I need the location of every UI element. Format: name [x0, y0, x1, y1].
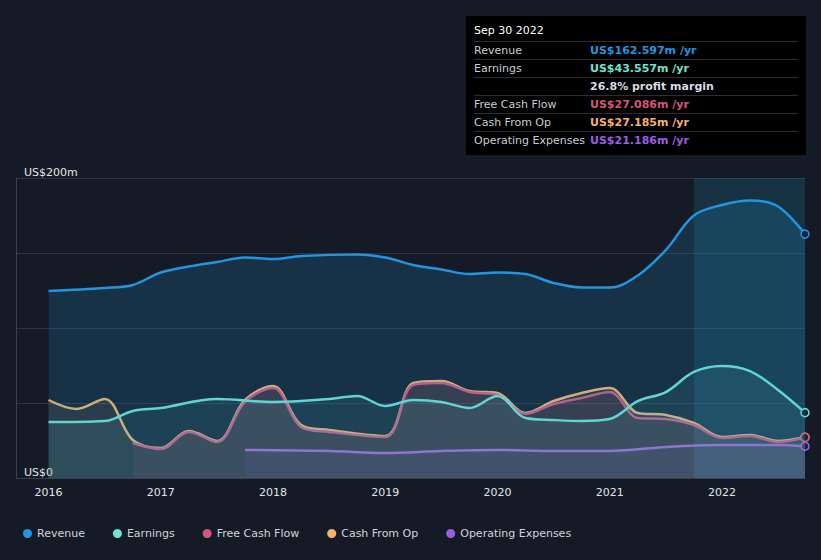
- html-text:Revenue: Revenue: [474, 44, 522, 57]
- svg-text:Revenue: Revenue: [37, 527, 85, 540]
- html-text:26.8% profit margin: 26.8% profit margin: [590, 80, 714, 93]
- svg-text:Operating Expenses: Operating Expenses: [460, 527, 571, 540]
- svg-text:2019: 2019: [371, 486, 399, 499]
- svg-text:US$0: US$0: [24, 466, 53, 479]
- svg-text:2017: 2017: [147, 486, 175, 499]
- svg-text:2022: 2022: [708, 486, 736, 499]
- html-text:Operating Expenses: Operating Expenses: [474, 134, 585, 147]
- html-text:US$162.597m /yr: US$162.597m /yr: [590, 44, 697, 57]
- svg-text:2018: 2018: [259, 486, 287, 499]
- html-text:Cash From Op: Cash From Op: [474, 116, 551, 129]
- html-text:US$27.185m /yr: US$27.185m /yr: [590, 116, 689, 129]
- html-text:Sep 30 2022: Sep 30 2022: [474, 24, 544, 37]
- html-text:US$27.086m /yr: US$27.086m /yr: [590, 98, 689, 111]
- html-text:US$21.186m /yr: US$21.186m /yr: [590, 134, 689, 147]
- svg-text:Cash From Op: Cash From Op: [341, 527, 418, 540]
- svg-text:2021: 2021: [596, 486, 624, 499]
- svg-text:2020: 2020: [483, 486, 511, 499]
- svg-text:Earnings: Earnings: [127, 527, 175, 540]
- html-text:Free Cash Flow: Free Cash Flow: [474, 98, 557, 111]
- html-text:Earnings: Earnings: [474, 62, 522, 75]
- html-text:US$43.557m /yr: US$43.557m /yr: [590, 62, 689, 75]
- svg-text:2016: 2016: [35, 486, 63, 499]
- svg-text:US$200m: US$200m: [24, 166, 78, 179]
- svg-text:Free Cash Flow: Free Cash Flow: [217, 527, 300, 540]
